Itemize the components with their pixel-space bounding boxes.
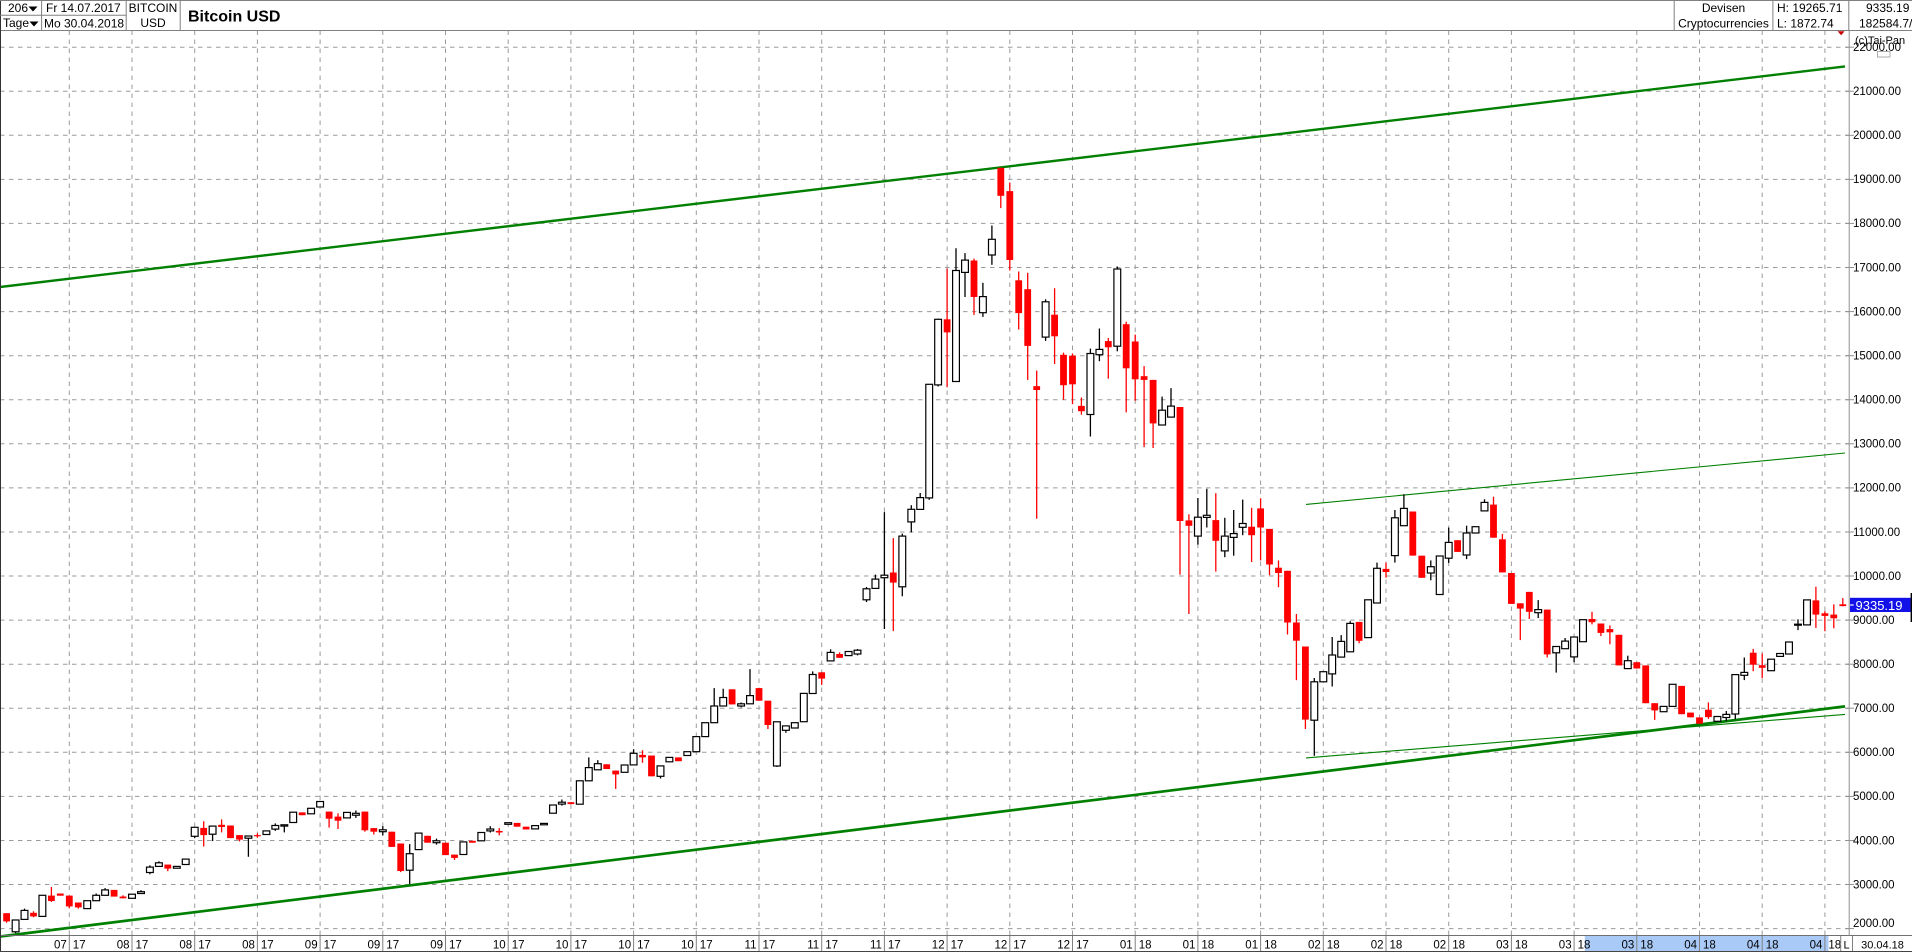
svg-text:Cryptocurrencies: Cryptocurrencies — [1678, 16, 1769, 30]
svg-text:Bitcoin USD: Bitcoin USD — [188, 9, 280, 26]
svg-text:08: 08 — [179, 940, 192, 952]
svg-text:11: 11 — [870, 940, 882, 952]
svg-text:USD: USD — [140, 16, 166, 30]
svg-text:17: 17 — [261, 940, 274, 952]
svg-text:12: 12 — [932, 940, 945, 952]
svg-text:01: 01 — [1120, 940, 1133, 952]
svg-text:10: 10 — [618, 940, 631, 952]
svg-text:13000.00: 13000.00 — [1853, 439, 1901, 451]
svg-text:Fr 14.07.2017: Fr 14.07.2017 — [46, 1, 121, 15]
svg-text:18: 18 — [1327, 940, 1340, 952]
svg-text:182584.7/: 182584.7/ — [1859, 16, 1912, 30]
svg-text:Devisen: Devisen — [1702, 1, 1745, 15]
svg-text:19000.00: 19000.00 — [1853, 174, 1901, 186]
svg-text:17: 17 — [73, 940, 86, 952]
svg-text:11: 11 — [745, 940, 757, 952]
svg-text:09: 09 — [305, 940, 318, 952]
svg-text:17: 17 — [637, 940, 650, 952]
svg-text:08: 08 — [242, 940, 255, 952]
svg-text:18: 18 — [1452, 940, 1465, 952]
svg-text:17: 17 — [449, 940, 462, 952]
svg-text:17: 17 — [512, 940, 525, 952]
svg-text:18: 18 — [1703, 940, 1716, 952]
svg-text:17: 17 — [136, 940, 149, 952]
svg-text:21000.00: 21000.00 — [1853, 86, 1901, 98]
svg-text:04: 04 — [1810, 940, 1823, 952]
svg-text:18: 18 — [1390, 940, 1403, 952]
svg-text:02: 02 — [1308, 940, 1321, 952]
svg-text:206: 206 — [8, 1, 28, 15]
svg-text:04: 04 — [1747, 940, 1760, 952]
svg-text:3000.00: 3000.00 — [1853, 879, 1895, 891]
svg-text:11: 11 — [807, 940, 819, 952]
svg-text:20000.00: 20000.00 — [1853, 130, 1901, 142]
svg-text:17: 17 — [951, 940, 964, 952]
svg-text:18: 18 — [1264, 940, 1277, 952]
svg-text:01: 01 — [1245, 940, 1258, 952]
svg-text:17: 17 — [1076, 940, 1089, 952]
svg-text:02: 02 — [1433, 940, 1446, 952]
svg-text:17000.00: 17000.00 — [1853, 262, 1901, 274]
svg-text:L: 1872.74: L: 1872.74 — [1777, 16, 1834, 30]
svg-text:10: 10 — [556, 940, 569, 952]
svg-text:18: 18 — [1766, 940, 1779, 952]
svg-text:18: 18 — [1139, 940, 1152, 952]
svg-text:17: 17 — [574, 940, 587, 952]
svg-text:BITCOIN: BITCOIN — [129, 1, 178, 15]
svg-text:18: 18 — [1828, 940, 1841, 952]
svg-text:12: 12 — [1057, 940, 1070, 952]
svg-text:6000.00: 6000.00 — [1853, 747, 1895, 759]
svg-text:17: 17 — [386, 940, 399, 952]
svg-text:9335.19: 9335.19 — [1866, 1, 1910, 15]
svg-text:18: 18 — [1640, 940, 1653, 952]
svg-text:07: 07 — [54, 940, 67, 952]
svg-text:18: 18 — [1201, 940, 1214, 952]
svg-text:16000.00: 16000.00 — [1853, 306, 1901, 318]
svg-text:09: 09 — [430, 940, 443, 952]
svg-text:L: L — [1843, 940, 1849, 952]
svg-text:17: 17 — [888, 940, 901, 952]
svg-text:(c)Tai-Pan: (c)Tai-Pan — [1855, 35, 1905, 47]
svg-text:17: 17 — [700, 940, 713, 952]
svg-text:11000.00: 11000.00 — [1853, 527, 1900, 539]
svg-text:18: 18 — [1578, 940, 1591, 952]
svg-text:17: 17 — [763, 940, 776, 952]
svg-text:04: 04 — [1684, 940, 1697, 952]
svg-text:03: 03 — [1496, 940, 1509, 952]
svg-text:10: 10 — [493, 940, 506, 952]
svg-text:02: 02 — [1371, 940, 1384, 952]
svg-text:12000.00: 12000.00 — [1853, 483, 1901, 495]
svg-text:09: 09 — [368, 940, 381, 952]
svg-text:Mo 30.04.2018: Mo 30.04.2018 — [44, 16, 124, 30]
svg-text:01: 01 — [1183, 940, 1196, 952]
svg-text:30.04.18: 30.04.18 — [1861, 940, 1904, 952]
svg-text:03: 03 — [1559, 940, 1572, 952]
svg-text:18: 18 — [1515, 940, 1528, 952]
svg-text:9335.19: 9335.19 — [1856, 598, 1903, 613]
svg-text:15000.00: 15000.00 — [1853, 351, 1901, 363]
svg-text:10000.00: 10000.00 — [1853, 571, 1901, 583]
svg-text:4000.00: 4000.00 — [1853, 835, 1895, 847]
svg-text:08: 08 — [117, 940, 130, 952]
svg-text:14000.00: 14000.00 — [1853, 395, 1901, 407]
svg-text:5000.00: 5000.00 — [1853, 791, 1895, 803]
svg-text:17: 17 — [1013, 940, 1026, 952]
svg-text:03: 03 — [1622, 940, 1635, 952]
svg-text:9000.00: 9000.00 — [1853, 615, 1895, 627]
svg-text:18000.00: 18000.00 — [1853, 218, 1901, 230]
svg-text:2000.00: 2000.00 — [1853, 918, 1895, 930]
svg-text:Tage: Tage — [3, 16, 29, 30]
svg-text:7000.00: 7000.00 — [1853, 703, 1895, 715]
svg-text:10: 10 — [681, 940, 694, 952]
svg-text:8000.00: 8000.00 — [1853, 659, 1895, 671]
svg-text:17: 17 — [324, 940, 337, 952]
svg-text:12: 12 — [995, 940, 1008, 952]
svg-text:H: 19265.71: H: 19265.71 — [1777, 1, 1843, 15]
svg-text:17: 17 — [825, 940, 838, 952]
svg-text:17: 17 — [198, 940, 211, 952]
